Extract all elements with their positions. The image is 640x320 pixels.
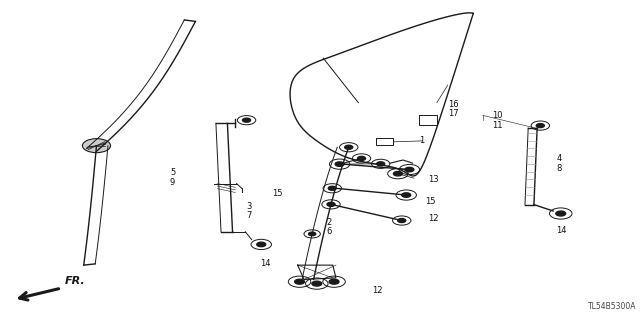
Circle shape [536, 124, 545, 128]
Text: 14: 14 [260, 259, 271, 268]
Circle shape [358, 156, 365, 160]
Circle shape [377, 162, 385, 166]
Text: 13: 13 [429, 175, 439, 184]
Circle shape [556, 211, 566, 216]
Text: 15: 15 [426, 197, 436, 206]
Text: 12: 12 [429, 214, 439, 223]
Circle shape [405, 167, 414, 172]
Text: 3
7: 3 7 [246, 202, 252, 220]
Circle shape [402, 193, 411, 197]
Circle shape [243, 118, 251, 122]
Text: 15: 15 [272, 189, 283, 198]
Text: FR.: FR. [65, 276, 85, 286]
Circle shape [294, 279, 305, 284]
Circle shape [345, 145, 353, 149]
Circle shape [257, 242, 266, 247]
Text: 2
6: 2 6 [326, 218, 332, 236]
Circle shape [312, 281, 322, 286]
Text: 16
17: 16 17 [448, 100, 458, 118]
Circle shape [328, 186, 336, 190]
Circle shape [329, 279, 339, 284]
Circle shape [308, 232, 316, 236]
Text: 4
8: 4 8 [556, 154, 562, 172]
Text: 10
11: 10 11 [492, 111, 503, 130]
Text: 12: 12 [372, 286, 383, 295]
Circle shape [397, 219, 406, 222]
Circle shape [335, 162, 344, 166]
Text: 14: 14 [556, 226, 567, 235]
Circle shape [394, 172, 403, 176]
Circle shape [83, 139, 111, 153]
Text: 5
9: 5 9 [170, 168, 175, 187]
Circle shape [327, 202, 335, 206]
Text: TL54B5300A: TL54B5300A [588, 302, 636, 311]
Text: 1: 1 [419, 136, 424, 145]
